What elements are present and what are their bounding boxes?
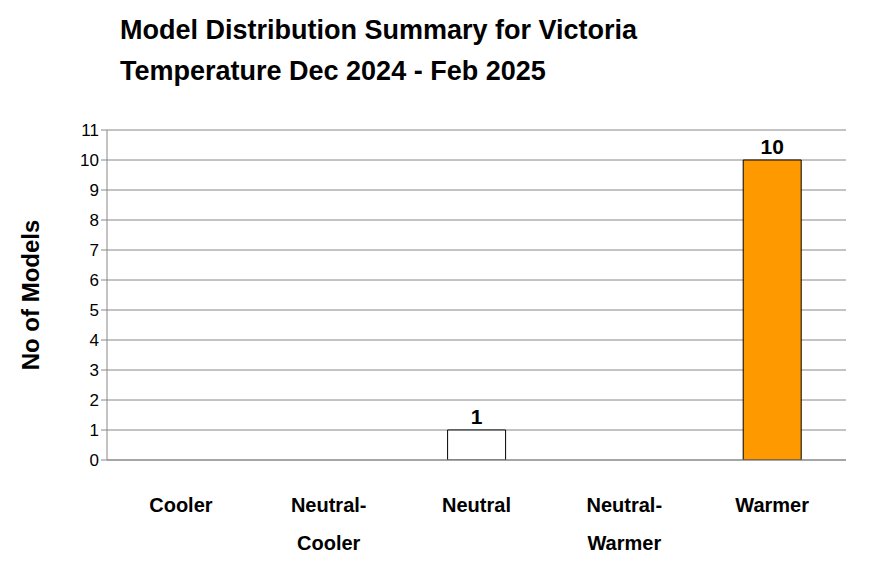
svg-text:1: 1 (90, 421, 99, 440)
svg-text:10: 10 (761, 135, 784, 158)
svg-text:Neutral: Neutral (442, 494, 511, 516)
svg-text:11: 11 (81, 121, 99, 140)
svg-text:8: 8 (90, 211, 99, 230)
svg-text:Cooler: Cooler (149, 494, 213, 516)
svg-text:5: 5 (90, 301, 99, 320)
svg-text:9: 9 (90, 181, 99, 200)
svg-text:1: 1 (471, 405, 483, 428)
svg-text:7: 7 (90, 241, 99, 260)
svg-text:0: 0 (90, 451, 99, 470)
svg-text:3: 3 (90, 361, 99, 380)
svg-text:No of Models: No of Models (17, 220, 44, 371)
svg-text:Warmer: Warmer (735, 494, 809, 516)
svg-text:6: 6 (90, 271, 99, 290)
svg-text:Neutral-Warmer: Neutral-Warmer (587, 494, 663, 554)
html-text:Model Distribution Summary for: Model Distribution Summary for Victoria … (120, 15, 638, 86)
svg-text:Neutral-Cooler: Neutral-Cooler (291, 494, 367, 554)
svg-text:2: 2 (90, 391, 99, 410)
svg-text:10: 10 (80, 151, 99, 170)
svg-text:4: 4 (90, 331, 99, 350)
